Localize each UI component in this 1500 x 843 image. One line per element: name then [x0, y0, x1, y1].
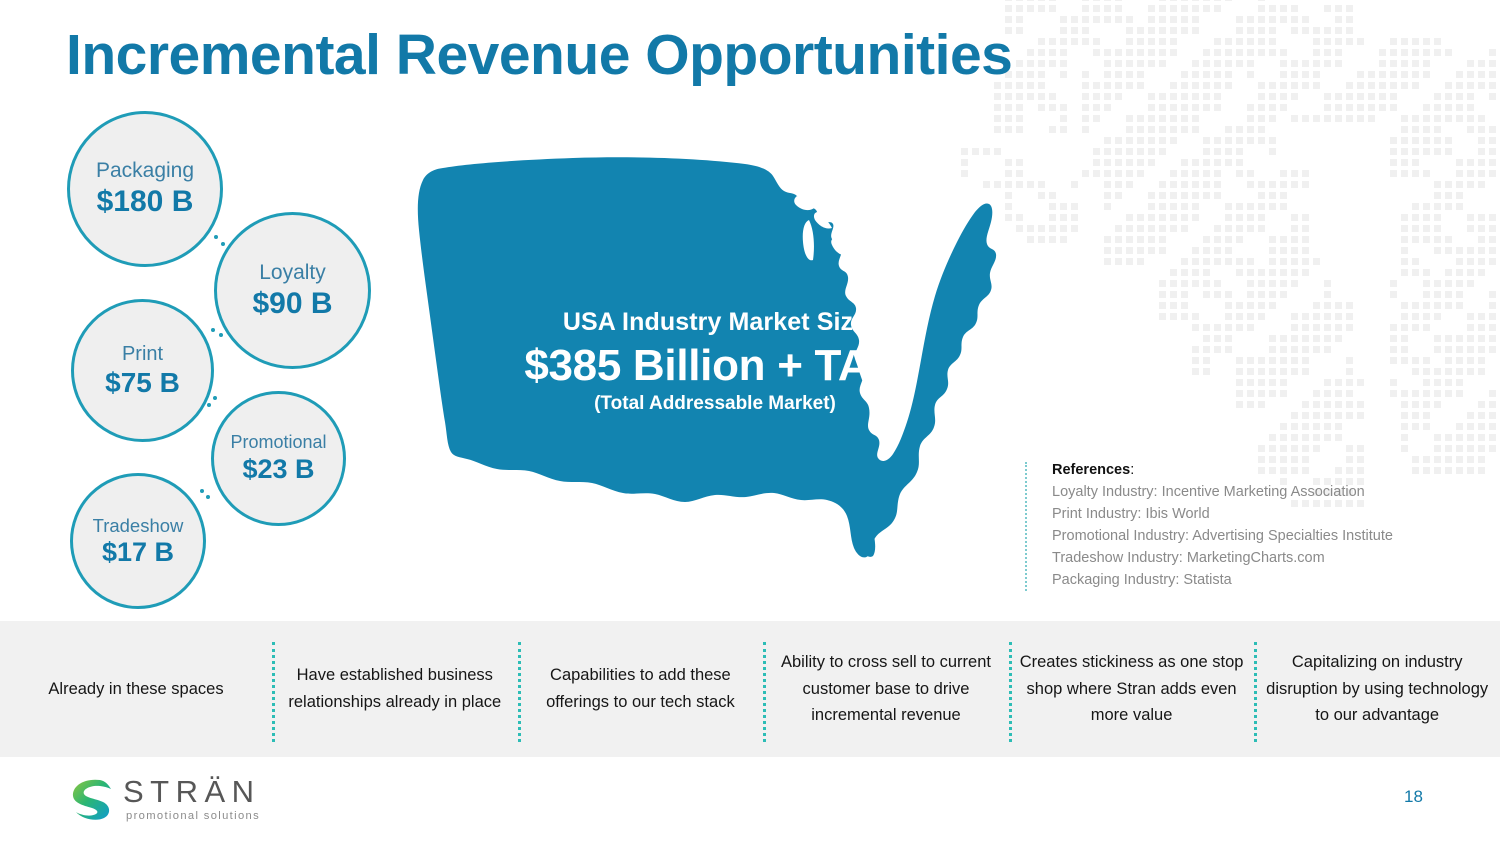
references-title-text: References [1052, 462, 1131, 478]
benefit-text: Creates stickiness as one stop shop wher… [1019, 652, 1244, 725]
benefit-column: Capitalizing on industry disruption by u… [1254, 621, 1500, 757]
bubble-value: $90 B [252, 286, 333, 320]
reference-item: Loyalty Industry: Incentive Marketing As… [1052, 484, 1365, 500]
bubble-value: $17 B [101, 537, 175, 568]
stran-swirl-icon [72, 779, 111, 820]
references-title: References: [1052, 462, 1393, 478]
benefit-column: Ability to cross sell to current custome… [763, 621, 1009, 757]
connector-dot [219, 333, 223, 337]
bubble-label: Print [121, 342, 164, 365]
logo-text-block: STRÄN promotional solutions [123, 776, 261, 822]
reference-item: Promotional Industry: Advertising Specia… [1052, 528, 1393, 545]
bubble-label: Loyalty [259, 260, 326, 284]
bubble-packaging[interactable]: Packaging $180 B [67, 111, 223, 267]
benefit-text: Ability to cross sell to current custome… [780, 652, 991, 725]
bubble-tradeshow[interactable]: Tradeshow $17 B [70, 473, 206, 609]
page-number: 18 [1404, 787, 1423, 806]
benefit-text: Capitalizing on industry disruption by u… [1266, 652, 1489, 725]
map-amount: $385 Billion + TAM [524, 341, 906, 390]
bubble-print[interactable]: Print $75 B [71, 299, 214, 442]
connector-dot [214, 235, 218, 239]
connector-dot [206, 495, 210, 499]
reference-item: Tradeshow Industry: MarketingCharts.com [1052, 550, 1325, 567]
usa-map: USA Industry Market Size $385 Billion + … [405, 150, 1025, 570]
reference-item: Packaging Industry: Statista [1052, 572, 1232, 589]
bubble-value: $23 B [242, 454, 315, 485]
connector-dot [211, 328, 215, 332]
benefit-text: Capabilities to add these offerings to o… [546, 666, 735, 711]
connector-dot [213, 396, 217, 400]
benefit-column: Already in these spaces [0, 621, 272, 757]
bubble-loyalty[interactable]: Loyalty $90 B [214, 212, 371, 369]
bubble-promotional[interactable]: Promotional $23 B [211, 391, 346, 526]
usa-map-shape [417, 157, 997, 558]
map-subtitle: (Total Addressable Market) [594, 393, 836, 414]
page-title: Incremental Revenue Opportunities [66, 23, 1013, 87]
bubble-value: $75 B [105, 366, 180, 398]
bubble-label: Packaging [95, 159, 195, 183]
brand-logo: STRÄN promotional solutions [70, 776, 261, 822]
connector-dot [221, 242, 225, 246]
connector-dot [207, 403, 211, 407]
bubble-label: Tradeshow [92, 514, 184, 536]
connector-dot [200, 489, 204, 493]
benefit-column: Capabilities to add these offerings to o… [517, 621, 764, 757]
references-title-colon: : [1130, 462, 1135, 478]
benefit-text: Have established business relationships … [288, 666, 502, 711]
benefit-text: Already in these spaces [48, 679, 224, 698]
benefit-column: Have established business relationships … [272, 621, 518, 757]
logo-tagline: promotional solutions [126, 810, 261, 822]
reference-item: Print Industry: Ibis World [1052, 506, 1210, 523]
map-heading: USA Industry Market Size [562, 308, 868, 336]
references-block: References: Loyalty Industry: Incentive … [1025, 462, 1393, 592]
bubble-value: $180 B [96, 185, 194, 219]
logo-wordmark: STRÄN [123, 774, 261, 809]
benefit-column: Creates stickiness as one stop shop wher… [1008, 621, 1255, 757]
bubble-label: Promotional [230, 432, 327, 453]
benefits-strip: Already in these spaces Have established… [0, 621, 1500, 757]
